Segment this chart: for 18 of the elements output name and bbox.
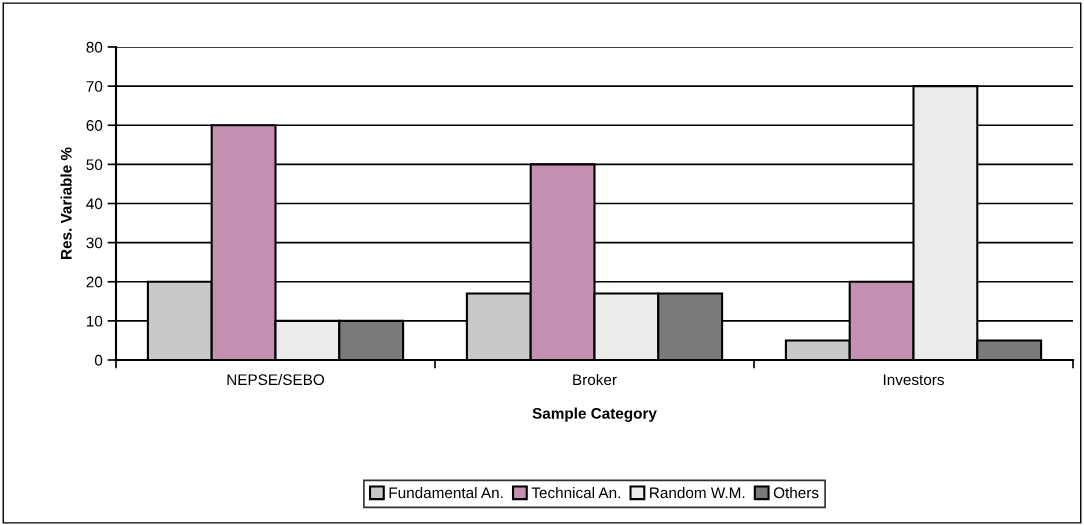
y-tick-label: 80: [86, 41, 103, 53]
y-tick-label: 50: [86, 159, 103, 171]
y-tick-label: 30: [86, 237, 103, 249]
y-tick-label: 60: [86, 120, 103, 131]
legend-label: Random W.M.: [650, 486, 745, 499]
y-tick-label: 10: [86, 315, 103, 327]
y-tick-label: 40: [86, 198, 103, 210]
x-tick-label: Broker: [573, 373, 617, 386]
y-axis-title: Res. Variable %: [60, 147, 72, 259]
legend-label: Fundamental An.: [389, 486, 503, 499]
y-tick-label: 0: [94, 354, 103, 366]
legend-label: Others: [773, 486, 819, 499]
x-tick-label: Investors: [883, 374, 944, 386]
x-tick-label: NEPSE/SEBO: [227, 373, 325, 386]
legend-label: Technical An.: [531, 486, 620, 499]
y-tick-label: 70: [86, 80, 103, 92]
x-axis-title: Sample Category: [532, 407, 657, 422]
y-tick-label: 20: [86, 276, 103, 288]
